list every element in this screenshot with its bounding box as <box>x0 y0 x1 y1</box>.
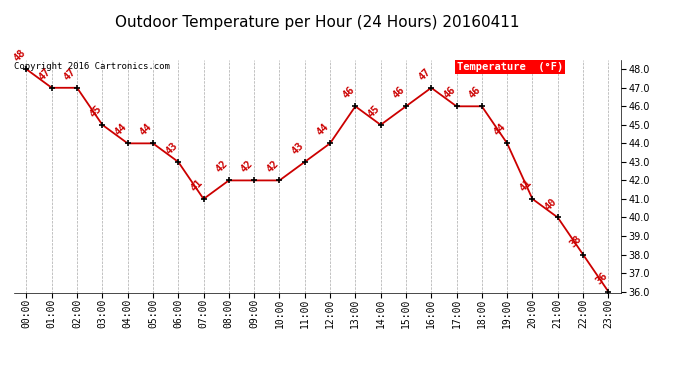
Text: Temperature  (°F): Temperature (°F) <box>457 62 563 72</box>
Text: 46: 46 <box>340 85 356 101</box>
Text: Outdoor Temperature per Hour (24 Hours) 20160411: Outdoor Temperature per Hour (24 Hours) … <box>115 15 520 30</box>
Text: 40: 40 <box>543 196 559 212</box>
Text: 42: 42 <box>239 159 255 175</box>
Text: 41: 41 <box>188 177 204 194</box>
Text: 36: 36 <box>593 270 609 286</box>
Text: 44: 44 <box>112 122 128 138</box>
Text: 45: 45 <box>88 104 103 119</box>
Text: 43: 43 <box>164 140 179 156</box>
Text: 46: 46 <box>442 85 457 101</box>
Text: 46: 46 <box>467 85 483 101</box>
Text: 42: 42 <box>214 159 230 175</box>
Text: 47: 47 <box>416 66 432 82</box>
Text: 41: 41 <box>518 177 533 194</box>
Text: 44: 44 <box>315 122 331 138</box>
Text: 42: 42 <box>264 159 280 175</box>
Text: 48: 48 <box>12 48 28 64</box>
Text: 45: 45 <box>366 104 382 119</box>
Text: Copyright 2016 Cartronics.com: Copyright 2016 Cartronics.com <box>14 62 170 71</box>
Text: 47: 47 <box>37 66 52 82</box>
Text: 44: 44 <box>138 122 154 138</box>
Text: 47: 47 <box>62 66 78 82</box>
Text: 46: 46 <box>391 85 407 101</box>
Text: 43: 43 <box>290 140 306 156</box>
Text: 44: 44 <box>492 122 508 138</box>
Text: 38: 38 <box>568 233 584 249</box>
